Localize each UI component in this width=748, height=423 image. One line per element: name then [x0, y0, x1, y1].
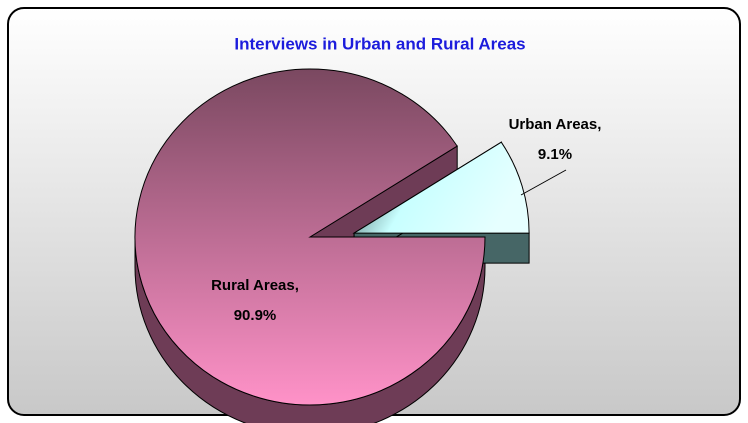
slice: [134, 68, 486, 406]
data-label-name: Urban Areas,: [509, 116, 602, 133]
chart-title: Interviews in Urban and Rural Areas: [234, 34, 525, 53]
data-label-name: Rural Areas,: [211, 277, 299, 294]
leader-line: [520, 169, 567, 196]
data-label-value: 9.1%: [538, 146, 572, 163]
data-label-value: 90.9%: [234, 307, 277, 324]
slice: [352, 141, 530, 234]
